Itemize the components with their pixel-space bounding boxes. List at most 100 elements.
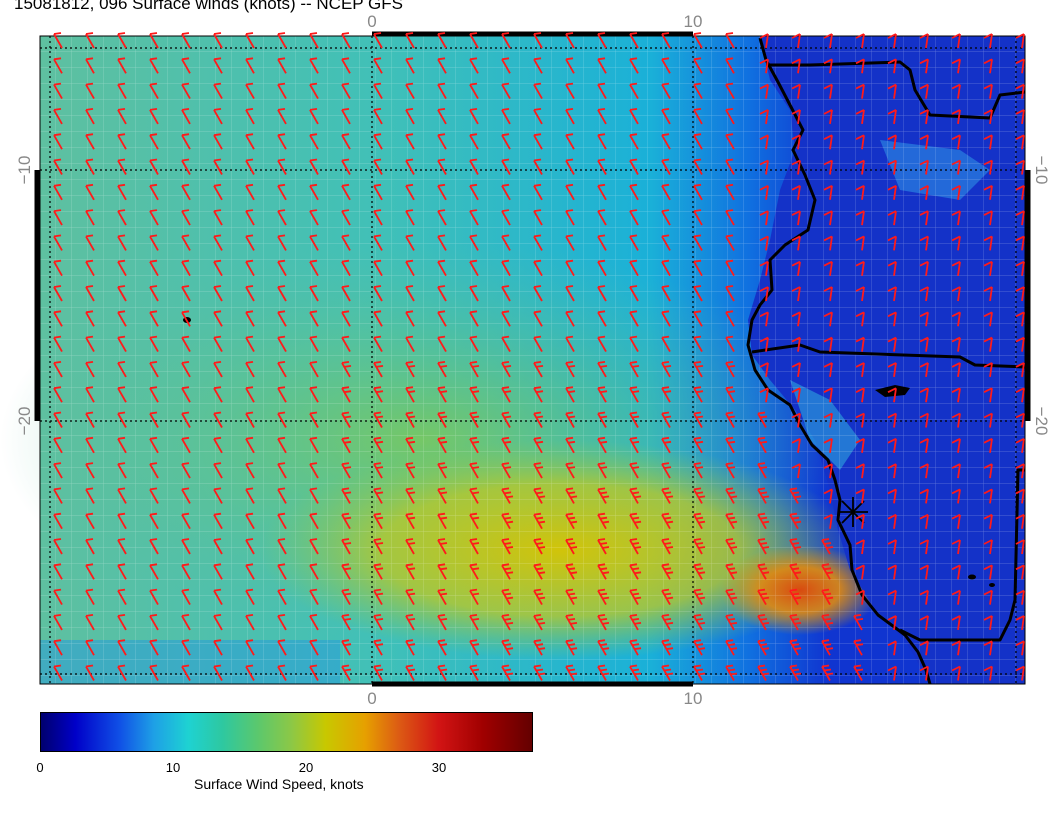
wind-barb — [597, 234, 607, 251]
wind-barb — [887, 488, 897, 504]
colorbar-tick-20: 20 — [298, 760, 314, 775]
wind-barb — [661, 614, 674, 631]
wind-barb — [405, 285, 415, 302]
wind-barb — [597, 487, 610, 504]
wind-barb — [983, 58, 993, 74]
wind-barb — [693, 538, 706, 555]
wind-barb — [181, 234, 191, 251]
wind-barb — [693, 285, 703, 302]
wind-barb — [85, 259, 95, 277]
wind-barb — [533, 563, 546, 580]
wind-barb — [501, 234, 511, 251]
wind-barb — [565, 487, 578, 504]
wind-barb — [629, 411, 640, 428]
wind-barb — [1015, 235, 1025, 251]
wind-barb — [405, 614, 416, 631]
wind-barb — [887, 640, 897, 656]
wind-barb — [181, 209, 191, 226]
wind-barb — [919, 134, 929, 150]
wind-barb — [919, 159, 929, 175]
wind-barb — [855, 33, 865, 49]
wind-barb — [405, 133, 415, 150]
wind-barb — [405, 209, 415, 226]
wind-barb — [725, 361, 736, 378]
wind-barb — [533, 436, 544, 454]
wind-barb — [277, 614, 287, 631]
wind-barb — [919, 564, 929, 580]
wind-barb — [951, 362, 961, 378]
wind-barb — [661, 512, 674, 530]
wind-barb — [887, 615, 897, 631]
wind-barb — [791, 159, 801, 175]
wind-barb — [565, 335, 575, 353]
wind-barb — [53, 183, 63, 201]
wind-barb — [823, 463, 833, 479]
wind-barb — [501, 57, 511, 74]
wind-barb — [597, 512, 610, 530]
wind-barb — [501, 639, 514, 656]
wind-barb — [533, 158, 543, 175]
wind-barb — [725, 234, 735, 251]
wind-barb — [1015, 387, 1025, 403]
wind-barb — [597, 310, 607, 327]
wind-barb — [85, 209, 95, 226]
wind-barb — [309, 361, 319, 378]
wind-barb — [789, 487, 802, 504]
wind-barb — [341, 183, 351, 201]
wind-barb — [117, 57, 127, 74]
wind-barb — [533, 386, 544, 403]
wind-barb — [821, 614, 834, 631]
wind-barb — [855, 513, 865, 529]
colorbar — [40, 712, 533, 752]
wind-barb — [53, 361, 63, 378]
wind-barb — [887, 286, 897, 302]
wind-barb — [919, 463, 929, 479]
wind-barb — [373, 209, 383, 226]
wind-barb — [245, 563, 255, 580]
wind-barb — [437, 57, 447, 74]
wind-barb — [277, 436, 287, 454]
wind-barb — [469, 57, 479, 74]
wind-barb — [951, 640, 961, 656]
grid-overlay — [40, 36, 1025, 684]
wind-barb — [693, 563, 706, 580]
wind-barb — [693, 158, 703, 175]
wind-barb — [149, 32, 159, 49]
wind-barb — [277, 361, 287, 378]
wind-barb — [693, 209, 703, 226]
wind-barb — [629, 259, 639, 277]
wind-barb — [887, 210, 897, 226]
wind-barb — [823, 513, 833, 529]
wind-barb — [823, 159, 833, 175]
wind-barb — [983, 134, 993, 150]
wind-barb — [693, 259, 703, 277]
wind-barb — [855, 235, 865, 251]
wind-barb — [373, 32, 383, 49]
wind-barb — [629, 588, 642, 606]
wind-barb — [533, 183, 543, 201]
wind-barb — [117, 588, 127, 606]
wind-barb — [437, 285, 447, 302]
wind-barb — [661, 108, 671, 125]
wind-barb — [919, 210, 929, 226]
wind-barb — [693, 310, 703, 327]
wind-barb — [469, 310, 479, 327]
wind-barb — [437, 183, 447, 201]
wind-barb — [629, 563, 642, 580]
wind-barb — [823, 286, 833, 302]
wind-barb — [309, 209, 319, 226]
wind-barb — [823, 134, 833, 150]
wind-barb — [855, 589, 865, 605]
wind-barb — [181, 487, 191, 504]
wind-barb — [469, 487, 480, 504]
wind-barb — [791, 336, 801, 352]
wind-barb — [245, 512, 255, 530]
wind-barb — [277, 133, 287, 150]
wind-barb — [565, 563, 578, 580]
wind-barb — [437, 310, 447, 327]
wind-barb — [759, 336, 769, 352]
wind-barb — [501, 462, 512, 479]
wind-barb — [501, 563, 514, 580]
wind-barb — [373, 82, 383, 100]
wind-barb — [725, 538, 738, 555]
